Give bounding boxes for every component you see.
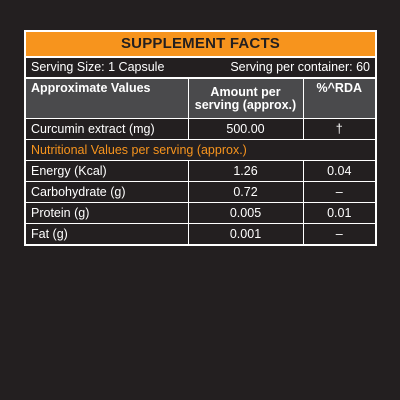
nutrient-name: Energy (Kcal) (26, 160, 188, 182)
table-row: Fat (g) 0.001 – (26, 223, 375, 244)
column-header-rda: %^RDA (302, 79, 375, 119)
nutrient-rda: 0.04 (302, 160, 375, 182)
nutrient-name: Fat (g) (31, 227, 68, 241)
section-header-row: Nutritional Values per serving (approx.) (26, 139, 375, 161)
nutrient-amount: 0.005 (187, 202, 303, 224)
serving-info: Serving Size: 1 Capsule Serving per cont… (26, 58, 375, 79)
nutrient-amount: 1.26 (187, 160, 303, 182)
nutrient-name: Carbohydrate (g) (26, 181, 188, 203)
nutrient-rda: – (302, 223, 375, 244)
supplement-facts-panel: SUPPLEMENT FACTS Serving Size: 1 Capsule… (24, 30, 377, 246)
column-header-approx-values: Approximate Values (26, 79, 188, 119)
nutrient-name: Protein (g) (26, 202, 188, 224)
nutrient-name: Curcumin extract (mg) (26, 118, 188, 140)
nutrient-rda: † (302, 118, 375, 140)
nutrient-rda: 0.01 (302, 202, 375, 224)
nutrient-rda: – (302, 181, 375, 203)
panel-title: SUPPLEMENT FACTS (26, 32, 375, 58)
nutrient-amount: 0.001 (187, 223, 303, 244)
column-header-amount: Amount per serving (approx.) (187, 79, 303, 119)
table-row: Protein (g) 0.005 0.01 (26, 202, 375, 224)
servings-per-container: Serving per container: 60 (230, 60, 370, 74)
table-header-row: Approximate Values Amount per serving (a… (26, 79, 375, 119)
nutrient-amount: 500.00 (187, 118, 303, 140)
serving-size: Serving Size: 1 Capsule (31, 60, 165, 74)
section-label: Nutritional Values per serving (approx.) (26, 139, 375, 161)
nutrient-amount: 0.72 (187, 181, 303, 203)
table-row: Carbohydrate (g) 0.72 – (26, 181, 375, 203)
table-row: Curcumin extract (mg) 500.00 † (26, 118, 375, 140)
table-row: Energy (Kcal) 1.26 0.04 (26, 160, 375, 182)
facts-table: Approximate Values Amount per serving (a… (26, 79, 375, 244)
